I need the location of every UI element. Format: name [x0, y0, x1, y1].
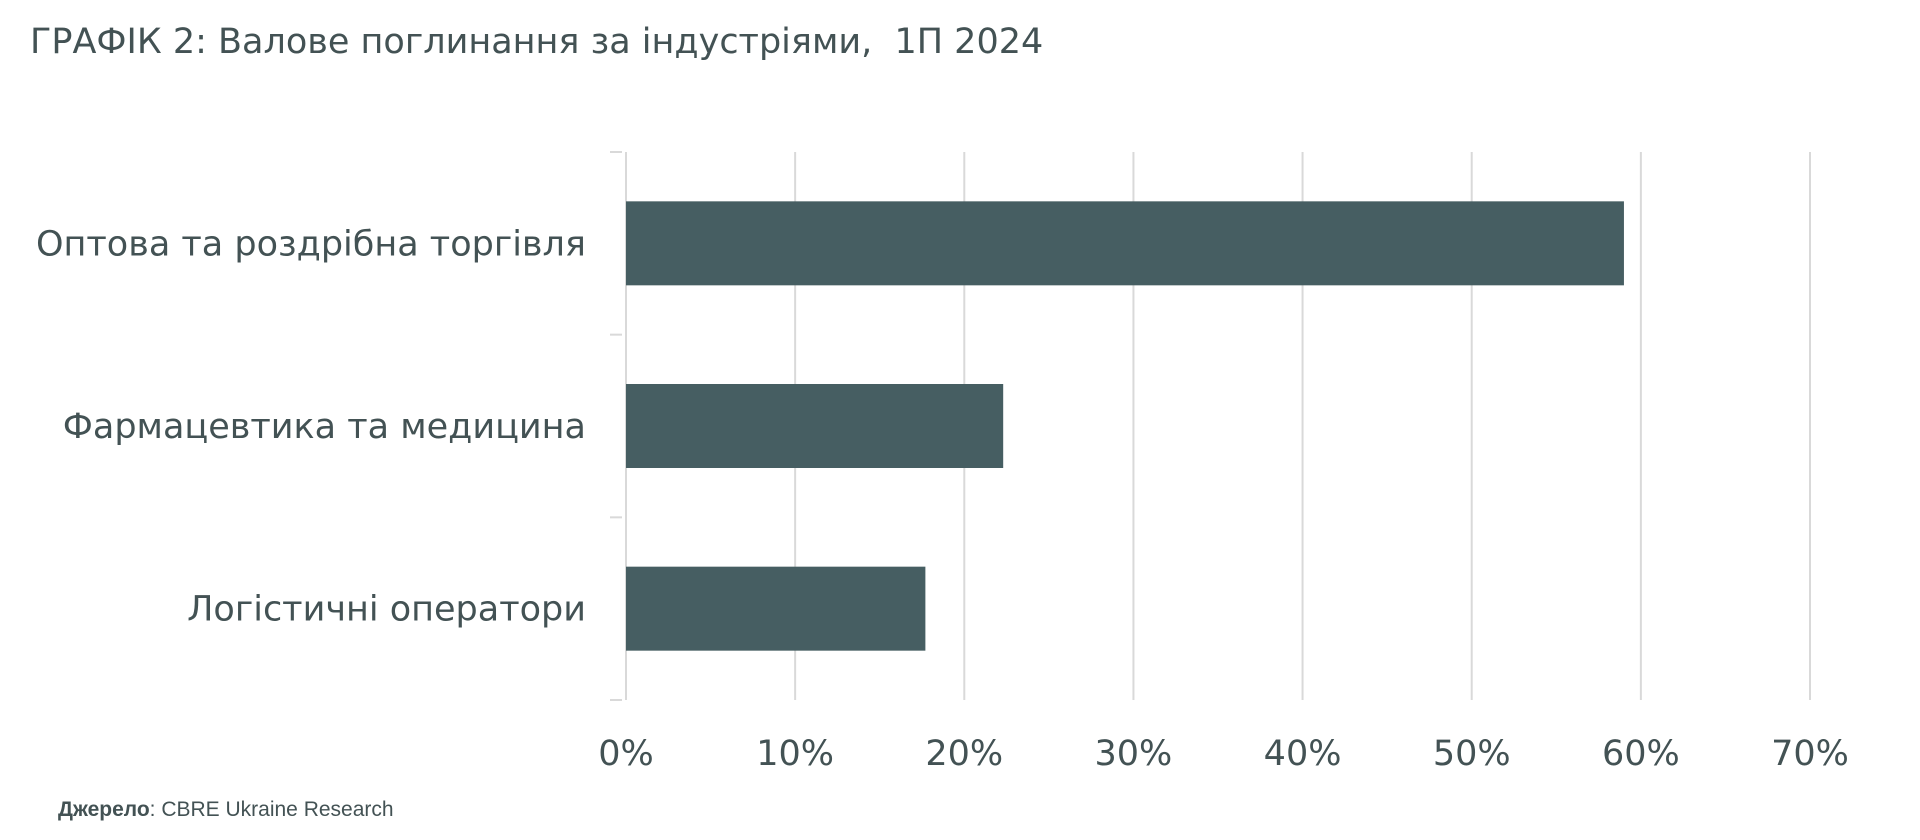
- x-tick-labels: 0% 10% 20% 30% 40% 50% 60% 70%: [598, 734, 1849, 774]
- x-tick-label: 10%: [756, 734, 834, 774]
- source-note: Джерело: CBRE Ukraine Research: [58, 798, 394, 822]
- chart-title: ГРАФІК 2: Валове поглинання за індустрія…: [30, 22, 1044, 62]
- bars: [626, 201, 1624, 651]
- category-label: Логістичні оператори: [187, 590, 586, 630]
- x-tick-label: 50%: [1433, 734, 1511, 774]
- bar: [626, 384, 1004, 468]
- x-tick-label: 0%: [598, 734, 654, 774]
- x-tick-label: 40%: [1264, 734, 1342, 774]
- x-tick-label: 70%: [1771, 734, 1849, 774]
- x-tick-label: 60%: [1602, 734, 1680, 774]
- category-label: Оптова та роздрібна торгівля: [36, 224, 586, 264]
- bar: [626, 566, 926, 651]
- category-label: Фармацевтика та медицина: [63, 407, 586, 447]
- source-text: : CBRE Ukraine Research: [149, 798, 394, 821]
- category-labels: Оптова та роздрібна торгівля Фармацевтика…: [36, 224, 586, 629]
- x-tick-label: 30%: [1095, 734, 1173, 774]
- source-label: Джерело: [58, 798, 150, 821]
- bar: [626, 201, 1624, 286]
- x-tick-label: 20%: [925, 734, 1003, 774]
